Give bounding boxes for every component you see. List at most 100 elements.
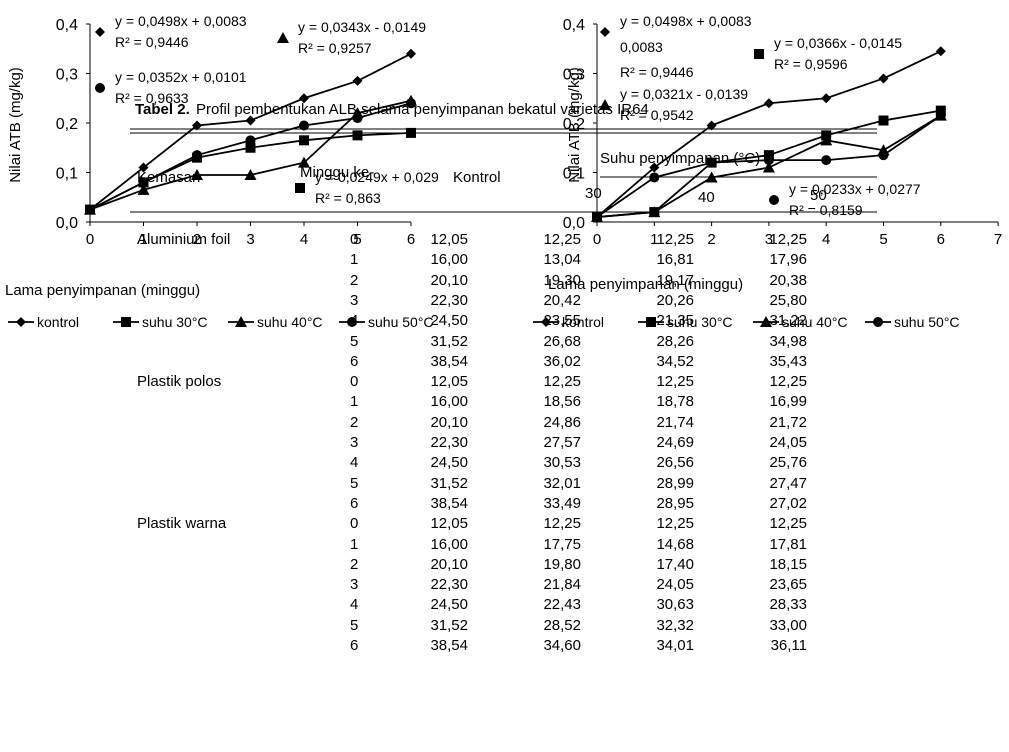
header-s40: 40 — [698, 189, 715, 206]
x-tick-label: 4 — [822, 231, 830, 248]
equation-r2: R² = 0,9542 — [620, 107, 694, 123]
table-week-cell: 0 — [350, 373, 359, 391]
table-value-cell: 12,05 — [430, 515, 468, 533]
data-point — [137, 183, 150, 195]
table-value-cell: 12,25 — [543, 231, 581, 248]
legend-label: suhu 30°C — [667, 314, 733, 330]
table-value-cell: 12,25 — [769, 373, 807, 391]
table-value-cell: 16,00 — [430, 251, 468, 269]
legend-label: suhu 50°C — [894, 314, 960, 330]
table-value-cell: 32,32 — [656, 616, 694, 634]
y-axis-label: Nilai ATB (mg/kg) — [566, 67, 583, 183]
table-value-cell: 20,26 — [656, 291, 694, 309]
y-tick-label: 0,4 — [56, 17, 78, 34]
data-point — [762, 161, 775, 173]
x-tick-label: 2 — [193, 231, 201, 248]
y-tick-label: 0,1 — [563, 166, 585, 183]
equation-r2: R² = 0,9596 — [774, 56, 848, 72]
data-point — [406, 48, 416, 59]
x-tick-label: 3 — [246, 231, 254, 248]
table-value-cell: 24,05 — [656, 576, 694, 594]
x-tick-label: 5 — [879, 231, 887, 248]
table-value-cell: 21,72 — [769, 413, 807, 431]
data-point — [192, 150, 202, 161]
table-value-cell: 32,01 — [543, 474, 581, 492]
equation-text: y = 0,0498x + 0,0083 — [620, 13, 752, 29]
data-point — [763, 155, 774, 166]
table-value-cell: 24,05 — [769, 434, 807, 451]
header-minggu: Minggu ke- — [300, 164, 375, 181]
table-value-cell: 23,55 — [543, 312, 581, 330]
table-value-cell: 38,54 — [430, 637, 468, 654]
table-week-cell: 0 — [350, 231, 359, 248]
group-name: Aluminium foil — [137, 231, 231, 248]
data-point — [85, 204, 95, 215]
table-value-cell: 16,00 — [430, 393, 468, 411]
table-value-cell: 27,02 — [769, 494, 807, 512]
table-week-cell: 4 — [350, 596, 359, 614]
x-tick-label: 5 — [353, 231, 361, 248]
table-value-cell: 24,50 — [430, 596, 468, 614]
data-point — [935, 110, 946, 121]
y-tick-label: 0,2 — [56, 116, 78, 133]
table-value-cell: 20,10 — [430, 555, 468, 573]
table-value-cell: 16,81 — [656, 251, 694, 269]
x-tick-label: 6 — [407, 231, 415, 248]
legend-marker — [541, 317, 551, 327]
table-week-cell: 4 — [350, 312, 359, 330]
table-value-cell: 31,22 — [769, 312, 807, 330]
legend-label: suhu 30°C — [142, 314, 208, 330]
equation-r2: R² = 0,9257 — [298, 40, 372, 56]
table-value-cell: 19,80 — [543, 555, 581, 573]
table-value-cell: 12,25 — [656, 373, 694, 391]
table-week-cell: 4 — [350, 454, 359, 472]
equation-r2: R² = 0,8159 — [789, 202, 863, 218]
table-value-cell: 20,10 — [430, 413, 468, 431]
table-week-cell: 6 — [350, 494, 359, 512]
equation-marker — [769, 195, 779, 205]
table-value-cell: 36,02 — [543, 352, 581, 370]
table-value-cell: 13,04 — [543, 251, 581, 269]
table-value-cell: 34,98 — [769, 332, 807, 350]
table-value-cell: 26,68 — [543, 332, 581, 350]
table-value-cell: 33,00 — [769, 616, 807, 634]
table-value-cell: 26,56 — [656, 454, 694, 472]
data-point — [298, 156, 310, 168]
table-value-cell: 31,52 — [430, 332, 468, 350]
equation-text: y = 0,0249x + 0,029 — [315, 169, 439, 185]
y-tick-label: 0,1 — [56, 166, 78, 183]
table-value-cell: 17,40 — [656, 555, 694, 573]
table-value-cell: 25,80 — [769, 291, 807, 309]
table-value-cell: 17,96 — [769, 251, 807, 269]
table-value-cell: 23,65 — [769, 576, 807, 594]
header-s30: 30 — [585, 185, 602, 202]
table-week-cell: 3 — [350, 576, 359, 594]
equation-r2: R² = 0,9633 — [115, 90, 189, 106]
data-point — [352, 75, 363, 86]
data-point — [878, 115, 889, 126]
data-point — [138, 177, 149, 188]
data-point — [649, 162, 660, 173]
y-tick-label: 0,0 — [563, 215, 585, 232]
table-value-cell: 16,99 — [769, 393, 807, 411]
table-caption: Profil pembentukan ALB selama penyimpana… — [196, 101, 649, 118]
table-value-cell: 14,68 — [656, 535, 694, 553]
data-point — [299, 135, 309, 146]
table-week-cell: 1 — [350, 535, 359, 553]
table-value-cell: 22,30 — [430, 434, 468, 451]
legend-label: suhu 40°C — [782, 314, 848, 330]
data-point — [706, 120, 717, 131]
table-value-cell: 12,05 — [430, 373, 468, 391]
table-value-cell: 12,25 — [769, 231, 807, 248]
table-value-cell: 12,25 — [656, 231, 694, 248]
x-tick-label: 1 — [650, 231, 658, 248]
table-value-cell: 28,95 — [656, 494, 694, 512]
table-value-cell: 30,63 — [656, 596, 694, 614]
x-tick-label: 0 — [86, 231, 94, 248]
data-point — [299, 120, 309, 131]
group-name: Plastik polos — [137, 373, 222, 391]
table-value-cell: 31,52 — [430, 474, 468, 492]
legend-marker — [873, 317, 883, 327]
table-value-cell: 34,52 — [656, 352, 694, 370]
table-value-cell: 12,25 — [656, 515, 694, 533]
